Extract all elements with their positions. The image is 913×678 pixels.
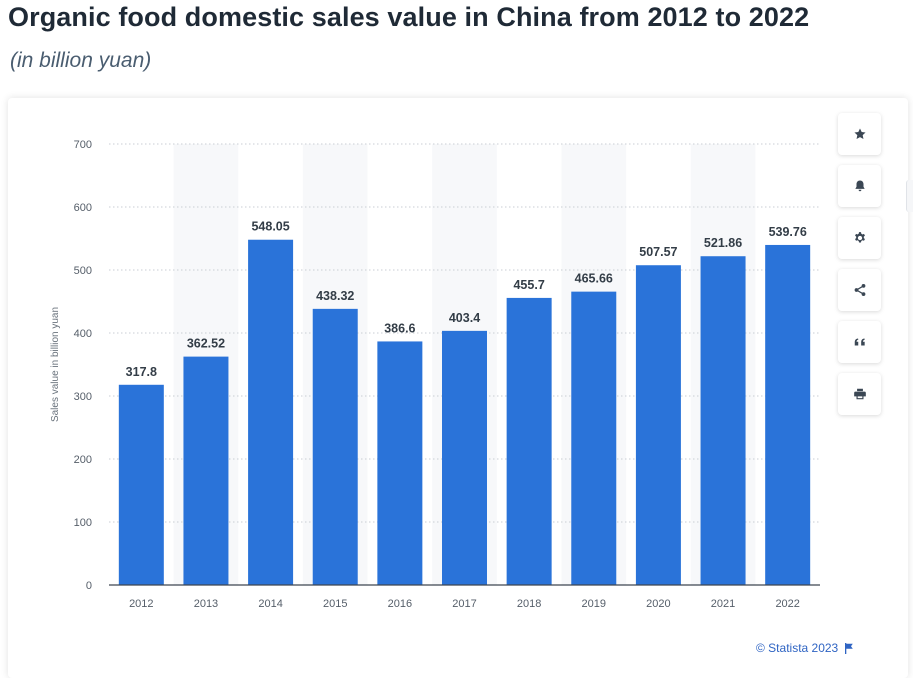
page-subtitle: (in billion yuan)	[10, 49, 152, 72]
data-labels: 317.8 362.52 548.05 438.32 386.6 403.4 455.7 46…	[126, 220, 807, 379]
printer-icon	[853, 388, 866, 400]
settings-button[interactable]	[838, 217, 881, 259]
bar[interactable]	[635, 265, 681, 585]
quote-icon	[854, 338, 865, 346]
y-tick-label: 300	[74, 391, 92, 403]
data-label: 362.52	[187, 337, 225, 351]
bar[interactable]	[442, 330, 487, 585]
bar[interactable]	[377, 341, 423, 585]
y-tick-label: 100	[74, 517, 92, 529]
data-label: 465.66	[575, 272, 613, 286]
bar[interactable]	[506, 297, 552, 585]
data-label: 438.32	[316, 289, 354, 303]
data-label: 317.8	[126, 365, 157, 379]
bars	[118, 239, 811, 585]
bar[interactable]	[248, 239, 294, 585]
y-tick-label: 400	[74, 328, 92, 340]
share-button[interactable]	[838, 269, 881, 311]
x-tick-label: 2017	[452, 598, 476, 610]
data-label: 403.4	[449, 311, 480, 325]
citation-button[interactable]	[838, 321, 881, 363]
data-label: 539.76	[769, 225, 807, 239]
y-tick-label: 200	[74, 454, 92, 466]
x-tick-label: 2019	[582, 598, 606, 610]
data-label: 521.86	[704, 236, 742, 250]
gear-icon	[854, 232, 865, 243]
bar[interactable]	[312, 308, 358, 585]
y-tick-label: 500	[74, 265, 92, 277]
x-tick-label: 2013	[194, 598, 218, 610]
x-tick-label: 2014	[258, 598, 282, 610]
page-title: Organic food domestic sales value in Chi…	[8, 2, 810, 32]
bar[interactable]	[118, 384, 164, 585]
data-label: 455.7	[513, 278, 544, 292]
x-tick-label: 2020	[646, 598, 670, 610]
star-icon	[853, 128, 866, 140]
x-tick-label: 2022	[775, 598, 799, 610]
y-tick-label: 700	[74, 139, 92, 151]
data-label: 386.6	[384, 321, 415, 335]
x-axis-tick-labels: 2012 2013 2014 2015 2016 2017 2018 2019 2020 2021…	[129, 598, 800, 610]
adjacent-panel-edge	[906, 180, 913, 212]
x-tick-label: 2012	[129, 598, 153, 610]
x-tick-label: 2018	[517, 598, 541, 610]
data-label: 507.57	[639, 245, 677, 259]
bar[interactable]	[765, 244, 811, 585]
favorite-button[interactable]	[838, 113, 881, 155]
data-label: 548.05	[251, 220, 289, 234]
credit-text[interactable]: © Statista 2023	[756, 641, 839, 655]
bar[interactable]	[700, 256, 746, 585]
x-tick-label: 2021	[711, 598, 735, 610]
y-axis-title: Sales value in billion yuan	[50, 307, 61, 422]
share-icon	[854, 284, 865, 296]
y-axis-tick-labels: 0 100 200 300 400 500 600 700	[74, 139, 92, 592]
statista-credit[interactable]: © Statista 2023	[756, 641, 854, 655]
bar[interactable]	[571, 291, 617, 585]
bell-icon	[854, 180, 865, 192]
bar[interactable]	[183, 356, 229, 585]
notification-button[interactable]	[838, 165, 881, 207]
flag-icon	[845, 642, 854, 654]
print-button[interactable]	[838, 373, 881, 415]
y-tick-label: 0	[86, 580, 92, 592]
y-tick-label: 600	[74, 202, 92, 214]
x-tick-label: 2016	[388, 598, 412, 610]
x-tick-label: 2015	[323, 598, 347, 610]
